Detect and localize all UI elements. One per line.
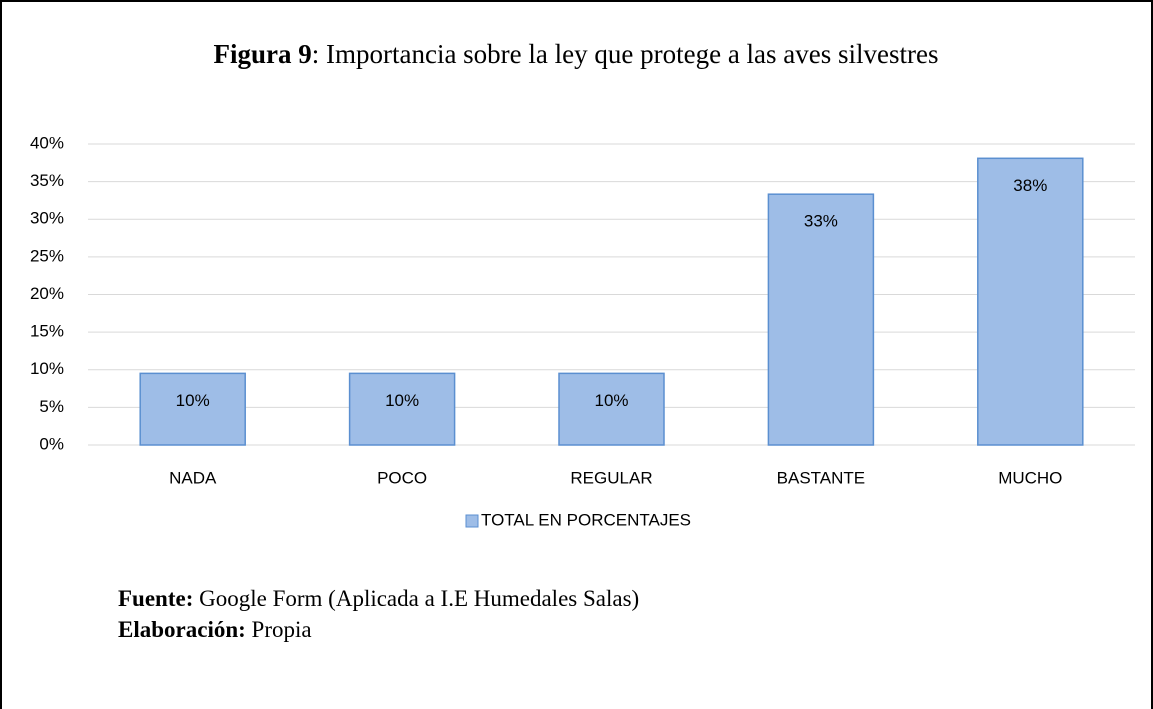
x-tick-label: POCO [377, 468, 427, 487]
x-tick-label: BASTANTE [777, 468, 865, 487]
data-label: 10% [385, 391, 419, 410]
credit-label: Elaboración: [118, 617, 246, 642]
x-tick-label: REGULAR [570, 468, 652, 487]
figure-label: Figura 9 [213, 39, 311, 69]
data-label: 38% [1013, 176, 1047, 195]
x-tick-label: NADA [169, 468, 217, 487]
x-tick-label: MUCHO [998, 468, 1062, 487]
y-tick-label: 5% [39, 397, 64, 416]
bar [977, 157, 1084, 446]
legend-label: TOTAL EN PORCENTAJES [481, 510, 691, 529]
y-tick-label: 40% [30, 133, 64, 152]
data-label: 10% [594, 391, 628, 410]
y-tick-label: 15% [30, 322, 64, 341]
credit-note: Elaboración: Propia [118, 617, 312, 642]
bar [139, 372, 246, 446]
chart-title: Figura 9: Importancia sobre la ley que p… [213, 39, 938, 69]
y-tick-label: 20% [30, 284, 64, 303]
bar [767, 193, 875, 446]
credit-text: Propia [252, 617, 312, 642]
source-text: Google Form (Aplicada a I.E Humedales Sa… [199, 586, 639, 611]
title-text: : Importancia sobre la ley que protege a… [312, 39, 939, 69]
y-tick-label: 10% [30, 359, 64, 378]
y-tick-label: 35% [30, 171, 64, 190]
bar [558, 372, 665, 446]
bar [348, 372, 456, 446]
data-label: 33% [804, 212, 838, 231]
source-label: Fuente: [118, 586, 193, 611]
legend-swatch [465, 514, 479, 528]
y-tick-label: 25% [30, 246, 64, 265]
data-label: 10% [176, 391, 210, 410]
y-tick-label: 0% [39, 434, 64, 453]
source-note: Fuente: Google Form (Aplicada a I.E Hume… [118, 586, 639, 611]
y-tick-label: 30% [30, 209, 64, 228]
